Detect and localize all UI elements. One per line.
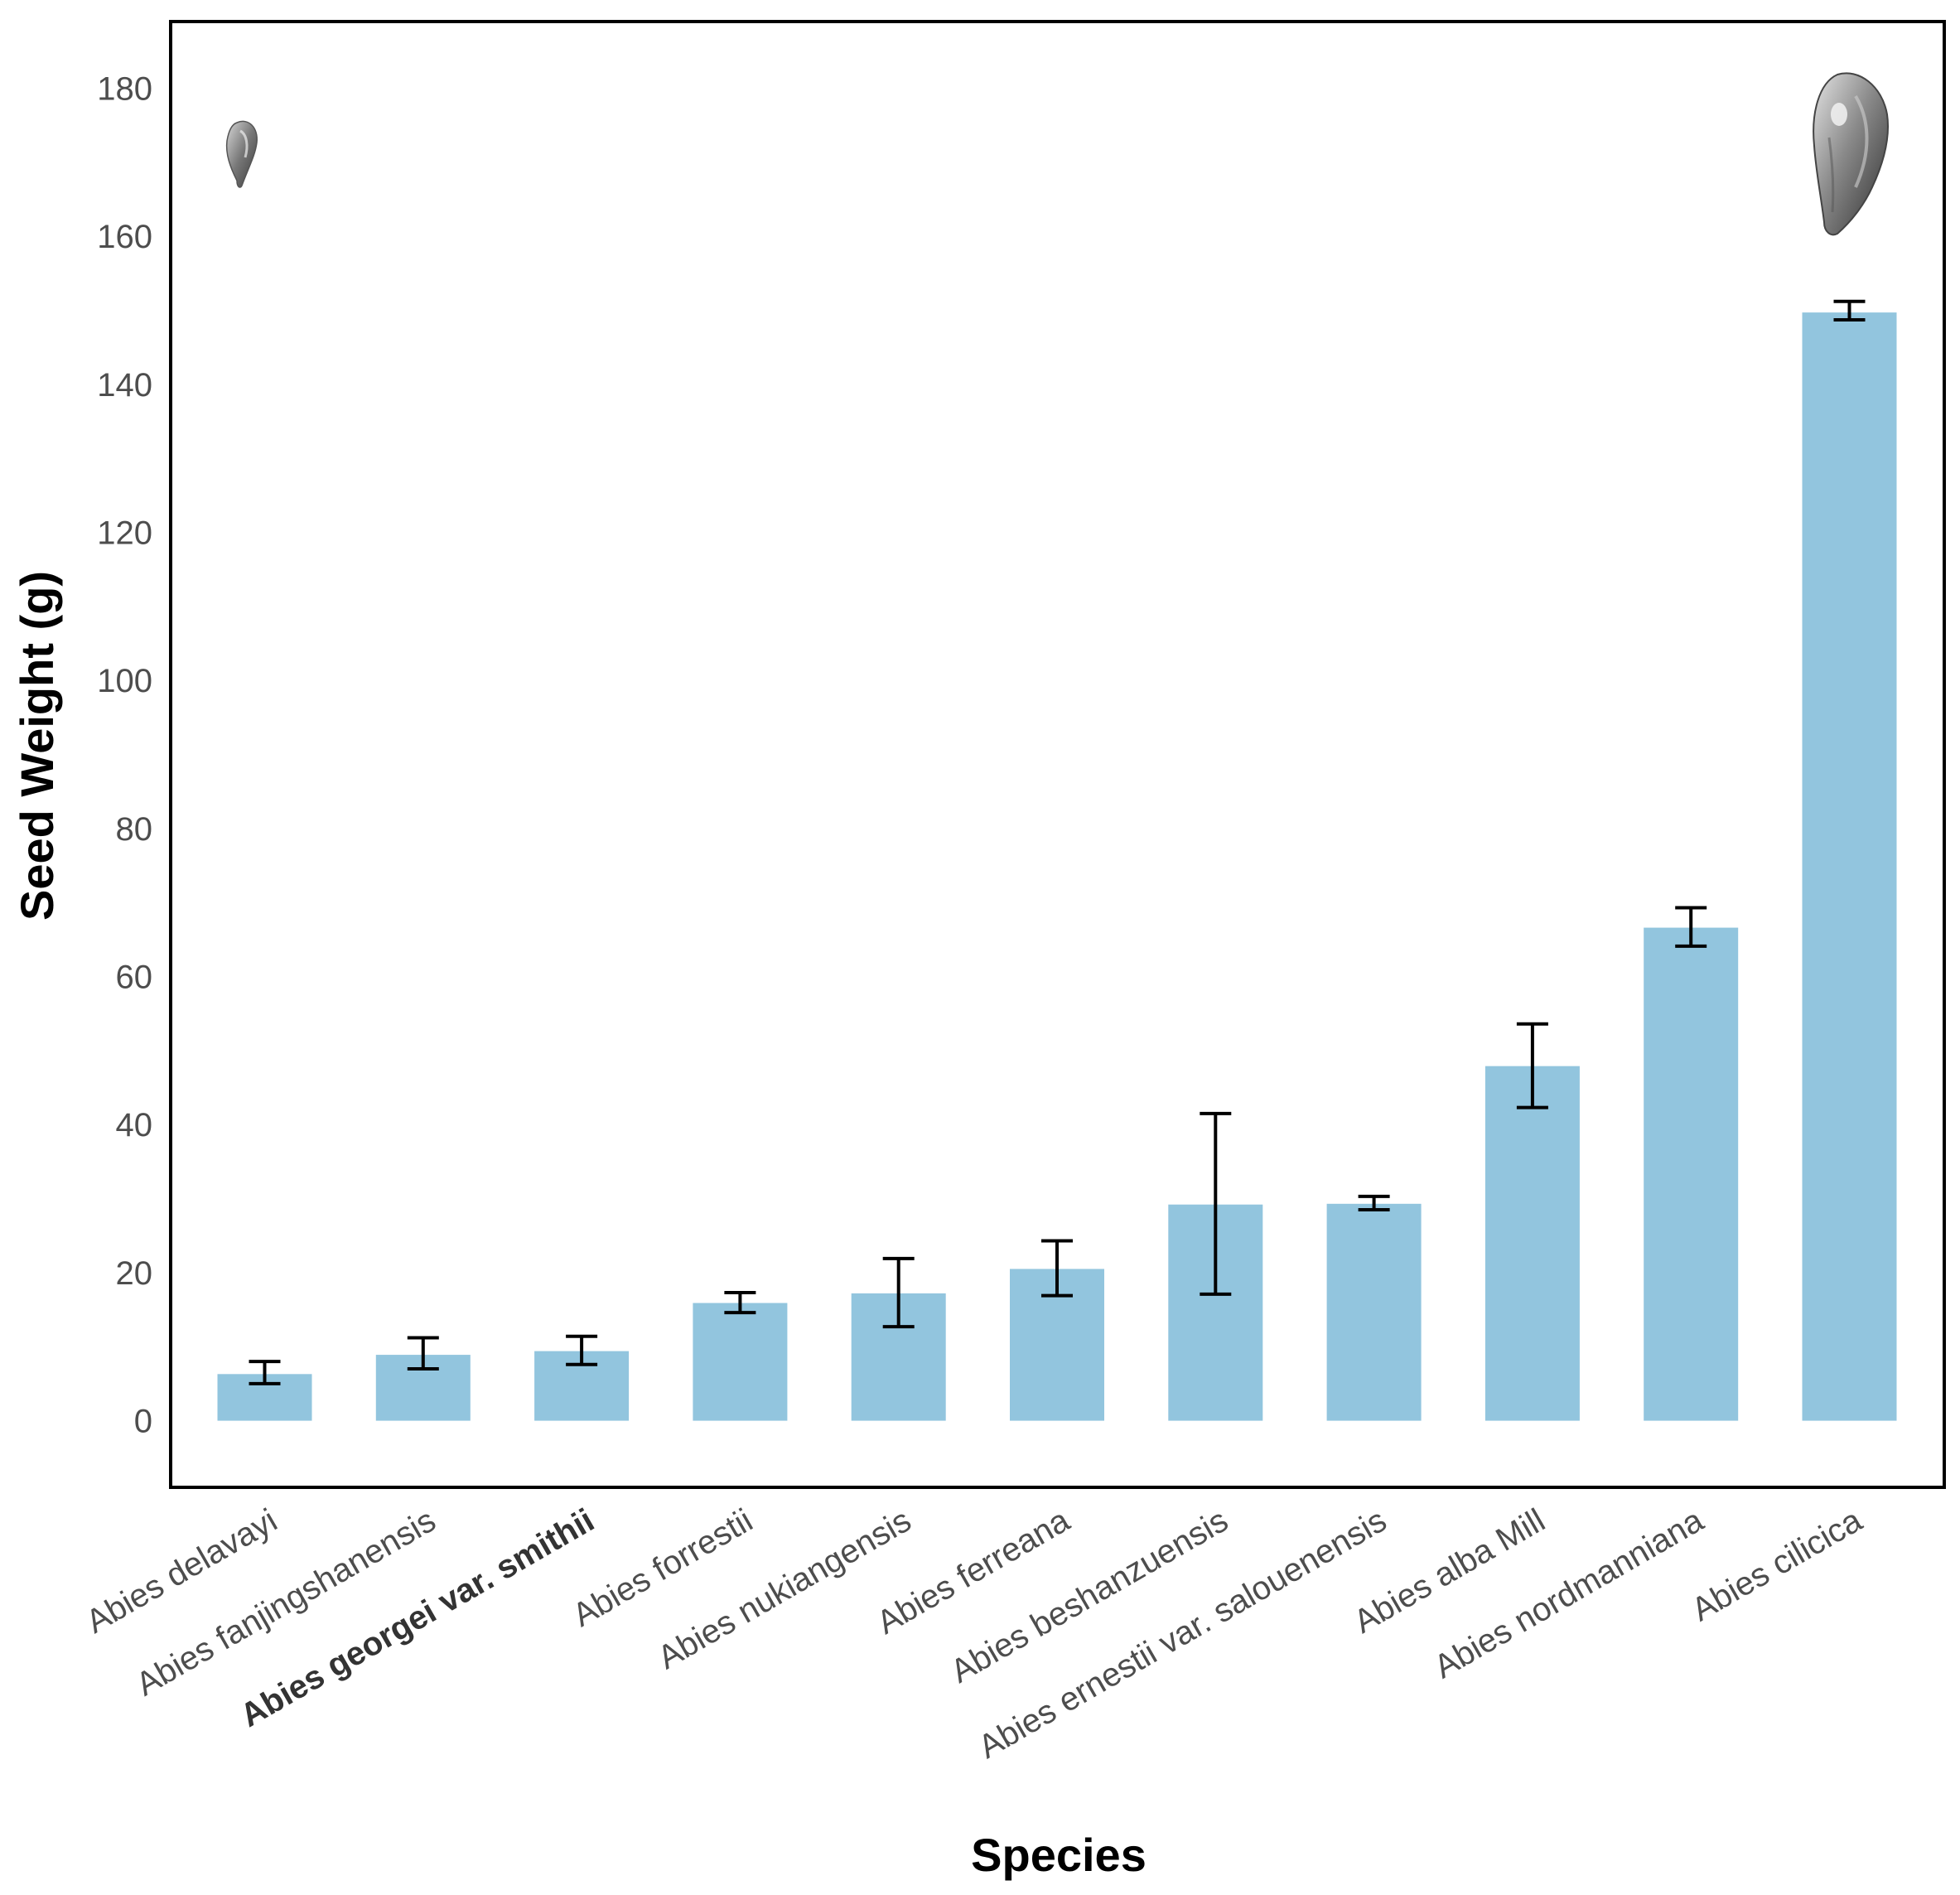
bar [1484, 1066, 1580, 1421]
x-tick-label: Abies nukiangensis [652, 1502, 917, 1676]
x-tick-label: Abies cilicica [1686, 1501, 1869, 1628]
y-tick-label: 100 [97, 663, 152, 699]
bar [1802, 312, 1897, 1421]
y-tick-label: 160 [97, 219, 152, 255]
error-bar [1675, 906, 1707, 948]
error-bar [882, 1256, 915, 1329]
error-bar [1358, 1194, 1390, 1211]
x-tick-label: Abies nordmanniana [1428, 1501, 1710, 1685]
y-tick-label: 40 [116, 1107, 153, 1143]
error-bar [249, 1360, 281, 1385]
y-tick-label: 120 [97, 515, 152, 551]
plot-panel-border [169, 20, 1946, 1489]
seed-icon-small [225, 120, 258, 188]
error-bars [249, 299, 1866, 1385]
y-tick-label: 80 [116, 811, 153, 848]
seed-icon-large [1813, 72, 1890, 236]
y-tick-label: 140 [97, 367, 152, 404]
y-axis-title: Seed Weight (g) [11, 571, 63, 921]
x-tick-label: Abies beshanzuensis [944, 1502, 1233, 1690]
y-axis-ticks: 0 20 40 60 80 100 120 140 160 180 [97, 70, 152, 1439]
error-bar [1833, 299, 1866, 322]
bar [1326, 1203, 1422, 1421]
y-tick-label: 180 [97, 70, 152, 107]
bars [217, 312, 1897, 1421]
error-bar [407, 1336, 439, 1371]
y-tick-label: 60 [116, 960, 153, 996]
y-tick-label: 0 [134, 1404, 152, 1440]
bar [693, 1303, 788, 1421]
error-bar [1200, 1111, 1232, 1296]
x-axis-title: Species [971, 1829, 1147, 1881]
error-bar [566, 1334, 598, 1366]
error-bar [1516, 1022, 1548, 1109]
error-bar [724, 1291, 756, 1315]
error-bar [1041, 1239, 1073, 1298]
y-tick-label: 20 [116, 1255, 153, 1292]
bar [1644, 927, 1739, 1421]
